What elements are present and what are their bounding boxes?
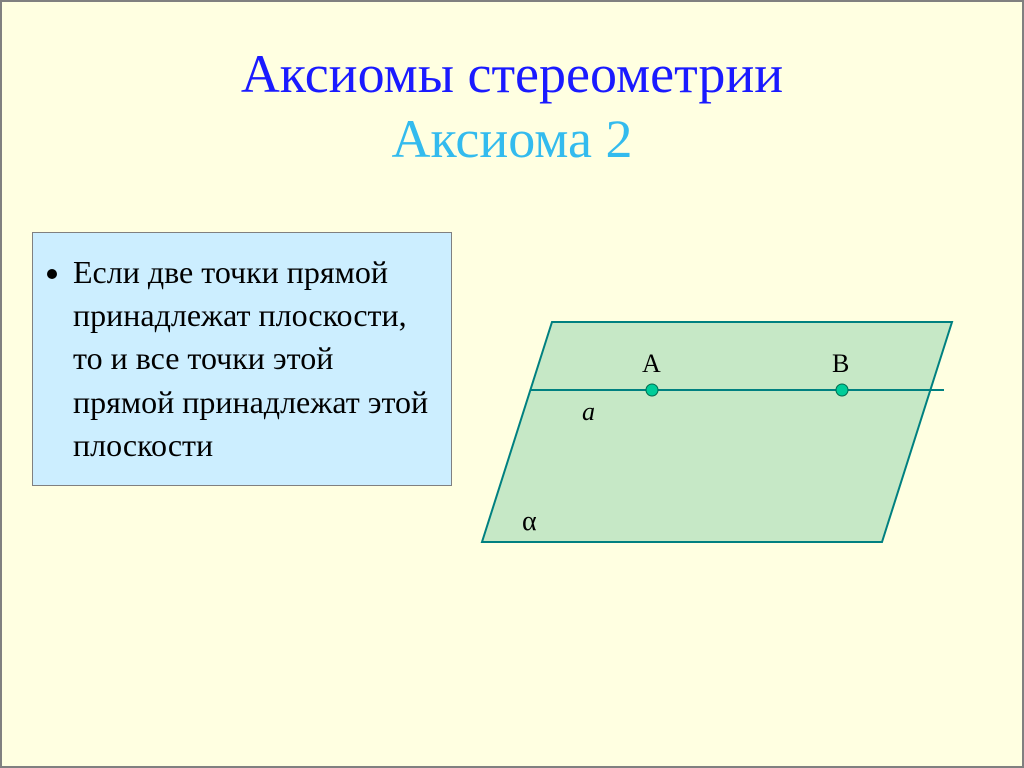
point-A-label: А — [642, 349, 661, 378]
point-B — [836, 384, 848, 396]
point-B-label: В — [832, 349, 849, 378]
plane-diagram: α a А В — [462, 262, 982, 582]
plane-shape — [482, 322, 952, 542]
line-label: a — [582, 397, 595, 426]
title-block: Аксиомы стереометрии Аксиома 2 — [2, 2, 1022, 172]
axiom-text: Если две точки прямой принадлежат плоско… — [73, 251, 441, 467]
plane-label: α — [522, 506, 537, 537]
slide: Аксиомы стереометрии Аксиома 2 Если две … — [0, 0, 1024, 768]
title-main: Аксиомы стереометрии — [2, 42, 1022, 107]
title-sub: Аксиома 2 — [2, 107, 1022, 172]
body-panel: Если две точки прямой принадлежат плоско… — [32, 232, 452, 486]
point-A — [646, 384, 658, 396]
